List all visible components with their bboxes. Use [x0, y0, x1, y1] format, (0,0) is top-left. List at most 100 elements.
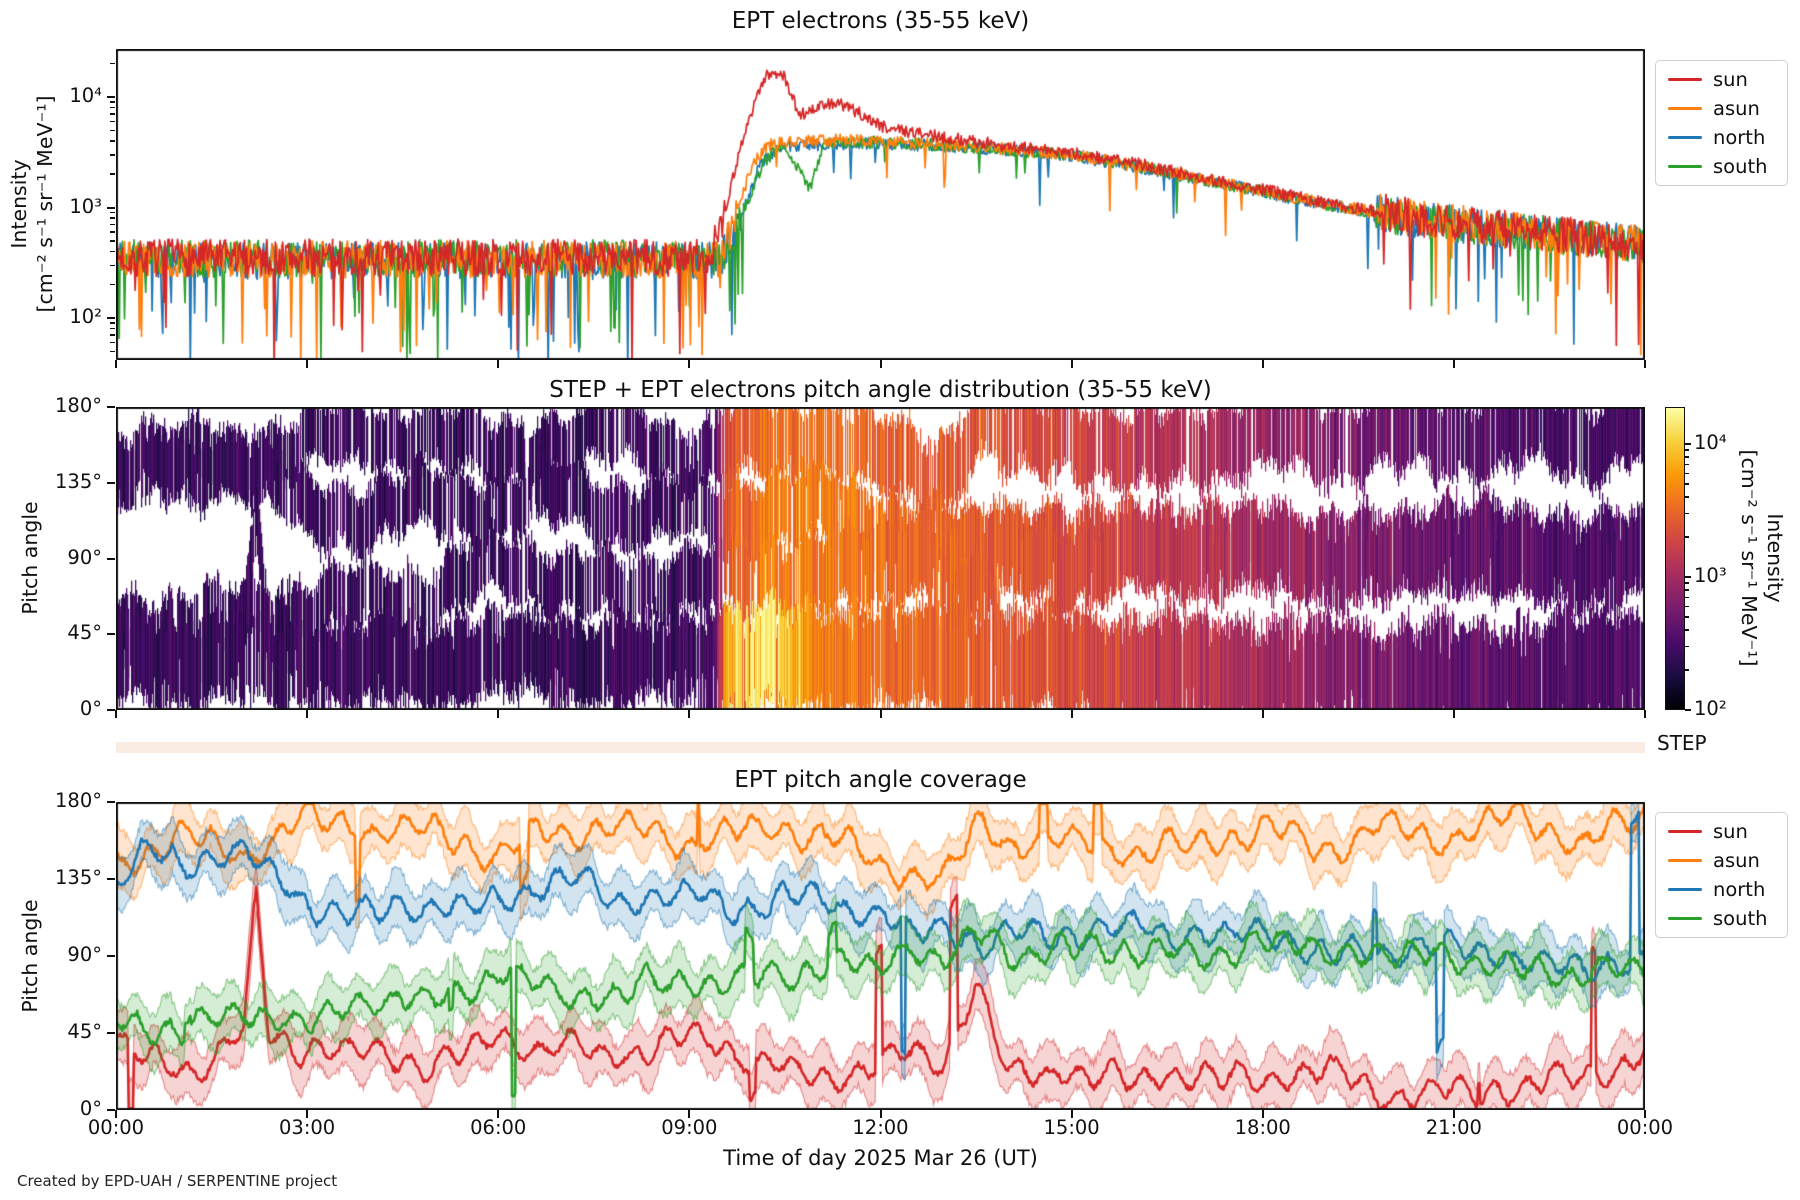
x-tick-panel3	[1644, 1110, 1646, 1118]
y-minor-tick-panel1	[110, 106, 115, 109]
legend-item-south: south	[1656, 907, 1787, 930]
y-minor-tick-panel1	[110, 322, 115, 324]
colorbar-minor-tick	[1685, 449, 1689, 451]
x-tick-panel2	[1070, 710, 1073, 718]
y-minor-tick-panel1	[110, 231, 115, 233]
colorbar-minor-tick	[1685, 496, 1689, 498]
y-tick-panel2	[107, 481, 115, 484]
x-tick-label: 15:00	[1043, 1116, 1100, 1139]
x-tick-panel3	[497, 1110, 500, 1118]
colorbar-minor-tick	[1685, 645, 1689, 648]
y-minor-tick-panel1	[110, 211, 115, 214]
ept-electrons-chart	[116, 49, 1645, 360]
y-tick-label-panel3: 180°	[55, 789, 102, 812]
y-tick-panel1	[107, 96, 115, 98]
panel1-ylabel-line1: Intensity	[7, 159, 31, 249]
colorbar-minor-tick	[1685, 582, 1689, 584]
colorbar-tick-label: 10³	[1694, 564, 1727, 587]
y-tick-panel2	[107, 633, 115, 636]
x-tick-label: 06:00	[470, 1116, 527, 1139]
x-axis-label: Time of day 2025 Mar 26 (UT)	[723, 1146, 1038, 1170]
colorbar-minor-tick	[1685, 616, 1689, 618]
colorbar-minor-tick	[1685, 669, 1689, 671]
x-tick-panel1	[688, 360, 691, 368]
colorbar-minor-tick	[1685, 596, 1689, 599]
colorbar-minor-tick	[1685, 472, 1689, 475]
y-minor-tick-panel1	[110, 327, 115, 330]
y-minor-tick-panel1	[110, 350, 115, 352]
x-tick-label: 21:00	[1425, 1116, 1482, 1139]
step-coverage-band	[116, 742, 1645, 753]
pitch-angle-coverage-chart	[116, 802, 1645, 1110]
colorbar-minor-tick	[1685, 456, 1689, 458]
y-tick-panel3	[107, 878, 115, 880]
colorbar-label-line1: Intensity	[1763, 513, 1787, 603]
legend-item-asun: asun	[1656, 97, 1787, 120]
x-tick-panel1	[115, 360, 117, 368]
x-tick-panel3	[1261, 1110, 1264, 1118]
colorbar-tick-label: 10²	[1694, 697, 1727, 720]
y-tick-label-panel1: 10³	[69, 194, 102, 218]
y-tick-label-panel3: 90°	[67, 943, 102, 966]
y-minor-tick-panel1	[110, 140, 115, 142]
y-tick-panel1	[107, 317, 115, 319]
x-tick-panel3	[879, 1110, 882, 1118]
panel1-title: EPT electrons (35-55 keV)	[731, 8, 1030, 34]
y-tick-panel2	[107, 406, 115, 408]
y-tick-panel3	[107, 801, 115, 803]
x-tick-panel2	[1261, 710, 1264, 718]
y-minor-tick-panel1	[110, 113, 115, 115]
y-tick-label-panel2: 45°	[67, 621, 102, 645]
x-tick-panel2	[688, 710, 691, 718]
legend-item-south: south	[1656, 155, 1787, 178]
x-tick-panel1	[1452, 360, 1455, 368]
y-minor-tick-panel1	[110, 154, 115, 156]
y-minor-tick-panel1	[110, 240, 115, 242]
colorbar-minor-tick	[1685, 463, 1689, 466]
legend-item-north: north	[1656, 878, 1787, 901]
x-tick-panel2	[115, 710, 117, 718]
y-tick-label-panel2: 90°	[67, 545, 102, 569]
y-tick-label-panel1: 10²	[69, 305, 102, 328]
colorbar-tick	[1685, 576, 1691, 578]
x-tick-panel1	[1261, 360, 1264, 368]
legend-swatch-south	[1668, 164, 1702, 169]
legend-label-sun: sun	[1713, 820, 1748, 843]
x-tick-label: 00:00	[1616, 1116, 1674, 1139]
colorbar-tick-label: 10⁴	[1694, 431, 1727, 454]
x-tick-panel1	[497, 360, 500, 368]
y-tick-panel3	[107, 1032, 115, 1034]
x-tick-panel3	[115, 1110, 117, 1118]
x-tick-panel2	[1644, 710, 1646, 718]
y-tick-label-panel3: 45°	[67, 1020, 102, 1043]
y-minor-tick-panel1	[110, 223, 115, 226]
legend-item-sun: sun	[1656, 68, 1787, 91]
footer-credit: Created by EPD-UAH / SERPENTINE project	[17, 1172, 338, 1190]
colorbar	[1665, 407, 1685, 710]
legend-swatch-sun	[1668, 77, 1702, 82]
colorbar-minor-tick	[1685, 536, 1689, 538]
y-tick-label-panel1: 10⁴	[69, 84, 102, 107]
legend-label-asun: asun	[1713, 97, 1760, 120]
panel2-title: STEP + EPT electrons pitch angle distrib…	[549, 377, 1212, 403]
colorbar-minor-tick	[1685, 483, 1689, 485]
y-tick-label-panel3: 135°	[55, 866, 102, 889]
y-minor-tick-panel1	[110, 264, 115, 267]
colorbar-tick	[1685, 443, 1691, 445]
y-tick-label-panel2: 180°	[55, 394, 102, 417]
x-tick-panel1	[1070, 360, 1073, 368]
x-tick-label: 09:00	[661, 1116, 718, 1139]
panel1-legend: sun asun north south	[1655, 60, 1788, 186]
colorbar-tick	[1685, 709, 1691, 711]
x-tick-panel1	[1644, 360, 1646, 368]
legend-item-asun: asun	[1656, 849, 1787, 872]
legend-swatch-north	[1668, 887, 1702, 892]
x-tick-panel1	[879, 360, 882, 368]
x-tick-panel3	[1452, 1110, 1455, 1118]
y-minor-tick-panel1	[110, 217, 115, 219]
colorbar-label-line2: [cm⁻² s⁻¹ sr⁻¹ MeV⁻¹]	[1737, 449, 1761, 667]
y-minor-tick-panel1	[110, 62, 115, 65]
x-tick-panel2	[879, 710, 882, 718]
panel3-title: EPT pitch angle coverage	[734, 767, 1027, 793]
